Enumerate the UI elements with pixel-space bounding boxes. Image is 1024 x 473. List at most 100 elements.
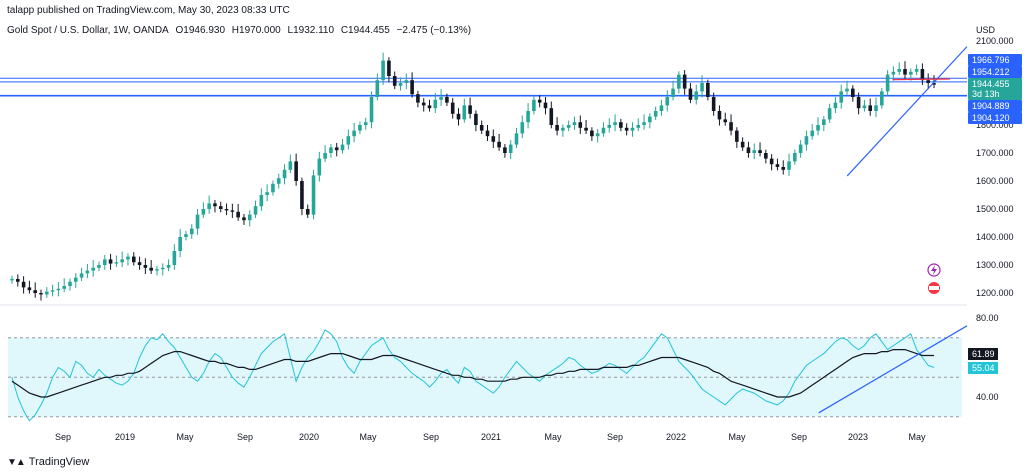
symbol-bar: Gold Spot / U.S. Dollar, 1W, OANDA O1946… [7,25,475,36]
candle-body [665,97,670,106]
price-tag [968,88,1022,100]
candle-body [920,69,925,81]
rsi-ma-line [11,349,934,398]
ohlc-high: H1970.000 [231,25,281,36]
candle-body [711,97,716,111]
candle-body [137,262,142,265]
time-axis-tick-label: May [728,432,746,442]
candle-body [102,259,107,265]
candle-body [172,251,177,265]
candle-body [439,97,443,100]
candle-body [62,286,66,289]
candle-body [926,80,931,83]
time-axis-tick-label: Sep [791,432,807,442]
time-axis-tick-label: 2022 [666,432,686,442]
time-axis-tick-label: 2023 [848,432,868,442]
candle-body [659,105,664,111]
candle-body [97,265,101,268]
candle-body [352,130,356,137]
candle-body [189,228,194,235]
candle-body [613,122,617,125]
candle-body [914,69,919,72]
candle-body [706,83,710,97]
price-tag-label: 1944.455 [972,79,1010,89]
candle-body [932,83,936,85]
rsi-value-tag [968,348,998,360]
price-axis-tick-label: 1600.000 [976,176,1014,186]
candle-body [50,290,55,292]
rsi-value-tag [968,362,998,374]
candle-body [433,99,438,109]
price-tag-label: 3d 13h [972,89,1000,99]
candle-body [839,91,844,103]
candle-body [247,214,252,221]
candle-body [851,88,855,97]
candle-body [15,279,20,282]
price-tag-label: 1904.889 [972,101,1010,111]
candle-body [85,270,90,274]
candle-body [201,209,206,215]
candle-body [195,214,200,229]
price-axis-tick-label: 1200.000 [976,288,1014,298]
time-axis-tick-label: Sep [607,432,623,442]
candle-body [636,125,641,128]
publisher-header: talapp published on TradingView.com, May… [7,5,290,16]
candle-body [421,102,426,106]
candle-body [903,69,907,75]
ohlc-low: L1932.110 [287,25,335,36]
candle-body [833,102,838,109]
candle-body [909,71,913,75]
candle-body [340,144,345,151]
time-axis-tick-label: Sep [237,432,253,442]
candle-body [549,108,554,125]
candle-body [804,136,809,145]
symbol-name[interactable]: Gold Spot / U.S. Dollar, 1W, OANDA [7,25,169,36]
candle-body [300,181,304,209]
candle-body [143,265,148,268]
price-axis-tick-label: 1700.000 [976,148,1014,158]
time-axis-tick-label: Sep [423,432,439,442]
candle-body [874,105,878,111]
candle-body [590,130,594,137]
price-tag-label: 1954.212 [972,67,1010,77]
price-tag [968,66,1022,78]
candle-body [717,111,722,120]
candle-body [746,147,751,153]
candle-body [619,122,623,128]
time-axis-tick-label: May [359,432,377,442]
candle-body [381,60,385,81]
time-axis-tick-label: May [544,432,562,442]
rsi-value-tag-label: 55.04 [972,363,995,373]
candle-body [822,119,826,125]
candle-body [416,94,420,103]
candle-body [578,122,583,128]
candle-body [561,127,565,131]
candle-body [311,175,316,215]
candle-body [729,122,733,131]
candle-body [21,281,26,288]
candle-body [294,161,298,181]
price-tag-label: 1904.120 [972,113,1010,123]
channel-line [892,78,951,81]
candle-body [856,97,861,109]
candle-body [184,234,188,237]
candle-body [56,288,61,291]
candle-body [474,113,478,125]
candle-body [114,262,119,264]
candle-body [108,259,113,264]
candle-body [445,97,449,103]
candle-body [282,169,287,179]
ohlc-open: O1946.930 [175,25,226,36]
candle-body [375,80,380,97]
price-tag-label: 1966.796 [972,55,1010,65]
candle-body [387,60,391,76]
currency-label: USD [976,25,996,35]
candle-body [456,113,461,120]
time-axis-tick-label: 2019 [115,432,135,442]
candle-body [358,125,362,131]
candle-body [334,147,339,151]
candle-body [253,206,258,215]
candle-body [305,209,310,215]
candle-body [218,206,223,209]
